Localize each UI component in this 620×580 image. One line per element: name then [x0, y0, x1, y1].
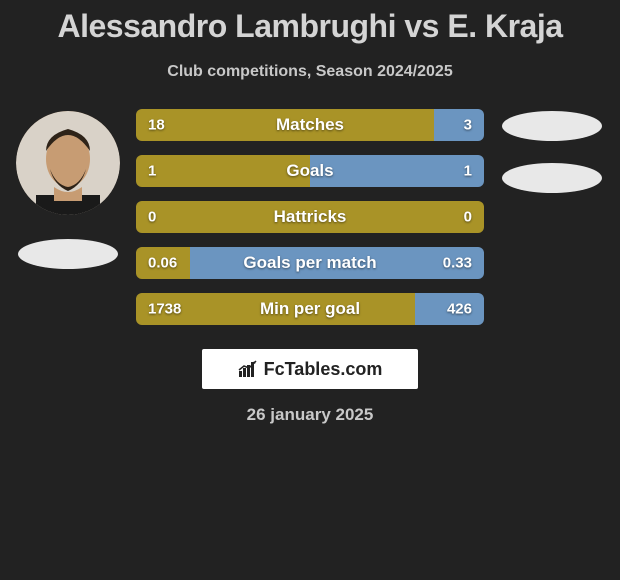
stat-bar-row: Goals per match 0.06 0.33: [136, 247, 484, 279]
player-left-flag: [18, 239, 118, 269]
stat-bar-value-right: 3: [464, 117, 472, 134]
stat-bar-value-left: 0: [148, 209, 156, 226]
brand-text: FcTables.com: [264, 359, 383, 380]
stat-bar-row: Matches 18 3: [136, 109, 484, 141]
date-label: 26 january 2025: [0, 405, 620, 425]
stat-bar-label: Goals per match: [243, 253, 376, 273]
stat-bar-value-right: 426: [447, 301, 472, 318]
player-left-avatar: [16, 111, 120, 215]
stat-bar-label: Goals: [286, 161, 333, 181]
brand-chart-icon: [238, 360, 260, 378]
stat-bar-value-left: 1738: [148, 301, 181, 318]
stat-bar-value-left: 0.06: [148, 255, 177, 272]
stat-bar-value-right: 1: [464, 163, 472, 180]
stat-bar-row: Min per goal 1738 426: [136, 293, 484, 325]
stat-bar-label: Min per goal: [260, 299, 360, 319]
page-subtitle: Club competitions, Season 2024/2025: [0, 63, 620, 81]
stat-bar-value-right: 0: [464, 209, 472, 226]
stat-bar-left: [136, 155, 310, 187]
stats-bars: Matches 18 3 Goals 1 1 Hattricks 0 0 Goals per ma…: [128, 109, 492, 339]
stat-bar-row: Goals 1 1: [136, 155, 484, 187]
player-left-col: [8, 109, 128, 269]
infographic-root: Alessandro Lambrughi vs E. Kraja Club co…: [0, 0, 620, 425]
stat-bar-row: Hattricks 0 0: [136, 201, 484, 233]
stat-bar-right: [434, 109, 484, 141]
stat-bar-label: Matches: [276, 115, 344, 135]
player-right-col: [492, 109, 612, 215]
stat-bar-label: Hattricks: [274, 207, 347, 227]
stat-bar-value-right: 0.33: [443, 255, 472, 272]
player-right-flag: [502, 111, 602, 141]
main-row: Matches 18 3 Goals 1 1 Hattricks 0 0 Goals per ma…: [0, 109, 620, 339]
stat-bar-right: [310, 155, 484, 187]
stat-bar-value-left: 18: [148, 117, 165, 134]
stat-bar-value-left: 1: [148, 163, 156, 180]
page-title: Alessandro Lambrughi vs E. Kraja: [0, 8, 620, 45]
player-right-flag-2: [502, 163, 602, 193]
brand-badge: FcTables.com: [202, 349, 418, 389]
